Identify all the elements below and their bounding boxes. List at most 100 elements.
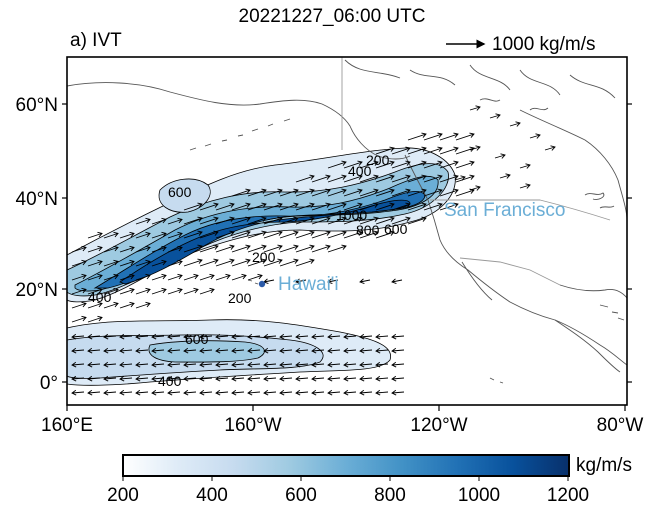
ivt-vector-arrow	[423, 132, 443, 141]
ivt-vector-arrow	[439, 160, 459, 169]
ivt-vector-arrow	[71, 259, 87, 267]
ivt-vector-arrow	[343, 333, 357, 340]
ivt-vector-arrow	[343, 361, 357, 368]
ivt-vector-arrow	[199, 230, 219, 239]
ivt-vector-arrow	[103, 287, 119, 295]
ivt-vector-arrow	[343, 375, 357, 382]
ivt-vector-arrow	[327, 389, 341, 396]
ivt-vector-arrow	[231, 188, 251, 197]
ivt-vector-arrow	[103, 389, 117, 396]
ivt-vector-arrow	[167, 361, 181, 368]
ivt-vector-arrow	[247, 230, 267, 239]
ivt-vector-arrow	[183, 230, 203, 239]
ivt-vector-arrow	[263, 230, 283, 239]
contour-labels: 600 400 200 200 1000 800 600 400 200 600…	[88, 152, 408, 389]
aleutian-islands	[189, 118, 291, 151]
ivt-vector-arrow	[135, 217, 151, 225]
ivt-vector-arrow	[247, 375, 261, 382]
ivt-vector-arrow	[87, 301, 103, 309]
colorbar-ticks	[122, 476, 569, 481]
ivt-vector-arrow	[135, 245, 151, 253]
ivt-vector-arrow	[375, 230, 395, 239]
us-mexico-border	[459, 257, 561, 286]
ivt-vector-arrow	[391, 333, 405, 340]
ivt-vector-arrow	[199, 202, 219, 211]
contour-label: 600	[168, 184, 192, 200]
ivt-vector-arrow	[87, 375, 101, 382]
ivt-vector-arrow	[327, 188, 347, 197]
baja-california	[461, 261, 493, 301]
ivt-vector-arrow	[279, 230, 299, 239]
ivt-vector-arrow	[391, 347, 405, 354]
hudson-bay	[519, 109, 627, 221]
ivt-vector-arrow	[231, 375, 245, 382]
ivt-vector-arrow	[359, 188, 379, 197]
ivt-vector-arrow	[359, 216, 379, 225]
ivt-vector-arrow	[311, 216, 331, 225]
ivt-vector-arrow	[295, 216, 315, 225]
ivt-vector-arrow	[263, 333, 277, 340]
lon-tick-label: 160°W	[224, 415, 281, 436]
ivt-vector-arrow	[167, 231, 183, 239]
ivt-vector-arrow	[71, 245, 87, 253]
ivt-vector-arrow	[71, 375, 85, 382]
ivt-vector-arrow	[231, 273, 247, 281]
ivt-vector-arrow	[135, 361, 149, 368]
ivt-vector-arrow	[183, 202, 203, 211]
lat-tick-label: 0°	[40, 373, 58, 394]
ivt-vector-arrow	[519, 163, 531, 169]
ivt-vector-arrow	[183, 375, 197, 382]
ivt-vector-arrow	[311, 347, 325, 354]
ivt-vector-field	[71, 105, 556, 396]
ivt-vector-arrow	[231, 258, 251, 267]
ivt-vector-arrow	[135, 375, 149, 382]
ivt-vector-arrow	[311, 244, 331, 253]
ivt-vector-arrow	[279, 188, 299, 197]
ivt-vector-arrow	[119, 347, 133, 354]
small-islands	[489, 377, 504, 384]
ivt-vector-arrow	[87, 287, 103, 295]
ivt-vector-arrow	[327, 230, 347, 239]
ivt-vector-arrow	[71, 315, 87, 323]
ivt-vector-arrow	[199, 216, 219, 225]
ivt-vector-arrow	[119, 231, 135, 239]
ivt-vector-arrow	[135, 231, 151, 239]
colorbar-tick-label: 1000	[458, 485, 500, 506]
ivt-vector-arrow	[103, 259, 119, 267]
alaska-coast	[67, 82, 411, 160]
colorbar-gradient	[122, 454, 570, 477]
ivt-vector-arrow	[295, 202, 315, 211]
ivt-vector-arrow	[151, 287, 167, 295]
ivt-vector-arrow	[311, 361, 325, 368]
lat-tick-label: 20°N	[16, 280, 58, 301]
ivt-vector-arrow	[343, 216, 363, 225]
ivt-vector-arrow	[199, 347, 213, 354]
ivt-vector-arrow	[407, 146, 427, 155]
ivt-vector-arrow	[439, 132, 459, 141]
contour-label: 400	[158, 373, 182, 389]
ivt-vector-arrow	[215, 244, 235, 253]
ivt-vector-arrow	[407, 160, 427, 169]
ivt-vector-arrow	[391, 188, 411, 197]
ivt-vector-arrow	[327, 278, 339, 284]
ivt-vector-arrow	[423, 160, 443, 169]
ivt-vector-arrow	[215, 258, 235, 267]
longitude-axis	[66, 405, 626, 411]
ivt-vector-arrow	[519, 183, 531, 189]
ivt-vector-arrow	[71, 389, 85, 396]
ivt-vector-arrow	[183, 347, 197, 354]
ivt-vector-arrow	[103, 347, 117, 354]
ivt-vector-arrow	[151, 217, 167, 225]
ivt-vector-arrow	[295, 258, 315, 267]
ivt-vector-arrow	[359, 361, 373, 368]
ivt-vector-arrow	[499, 173, 511, 179]
ivt-vector-arrow	[311, 375, 325, 382]
ivt-vector-arrow	[151, 273, 167, 281]
ivt-vector-arrow	[279, 375, 293, 382]
map-frame	[66, 56, 628, 406]
ivt-vector-arrow	[439, 146, 459, 155]
ivt-vector-arrow	[391, 216, 411, 225]
ivt-vector-arrow	[263, 389, 277, 396]
colorbar-tick-label: 800	[374, 485, 406, 506]
